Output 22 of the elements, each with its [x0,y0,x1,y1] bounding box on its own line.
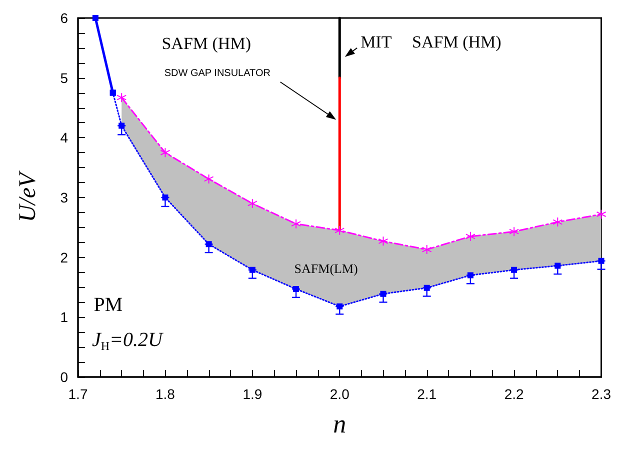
y-tick-label: 4 [60,130,68,146]
x-tick-label: 1.8 [155,386,176,402]
y-tick-label: 6 [60,10,68,26]
x-axis-title: n [333,410,346,438]
y-tick-label: 1 [60,309,68,326]
annotation: SAFM (HM) [162,34,252,54]
y-tick-label: 2 [60,249,68,266]
y-tick-label: 5 [60,70,68,86]
x-tick-label: 2.3 [592,386,612,402]
annotation: SAFM(LM) [294,261,358,276]
y-axis-title: U/eV [15,170,41,222]
x-tick-label: 1.7 [68,386,88,402]
annotation: MIT [360,32,392,52]
annotation: SDW GAP INSULATOR [164,68,270,80]
y-tick-label: 3 [60,190,68,206]
annotation: SAFM (HM) [412,32,502,52]
y-tick-label: 0 [60,369,68,385]
x-tick-label: 2.1 [417,386,437,402]
annotation: PM [94,294,123,316]
x-tick-label: 2.0 [330,386,350,402]
x-tick-label: 2.2 [504,386,524,402]
x-tick-label: 1.9 [242,386,262,402]
